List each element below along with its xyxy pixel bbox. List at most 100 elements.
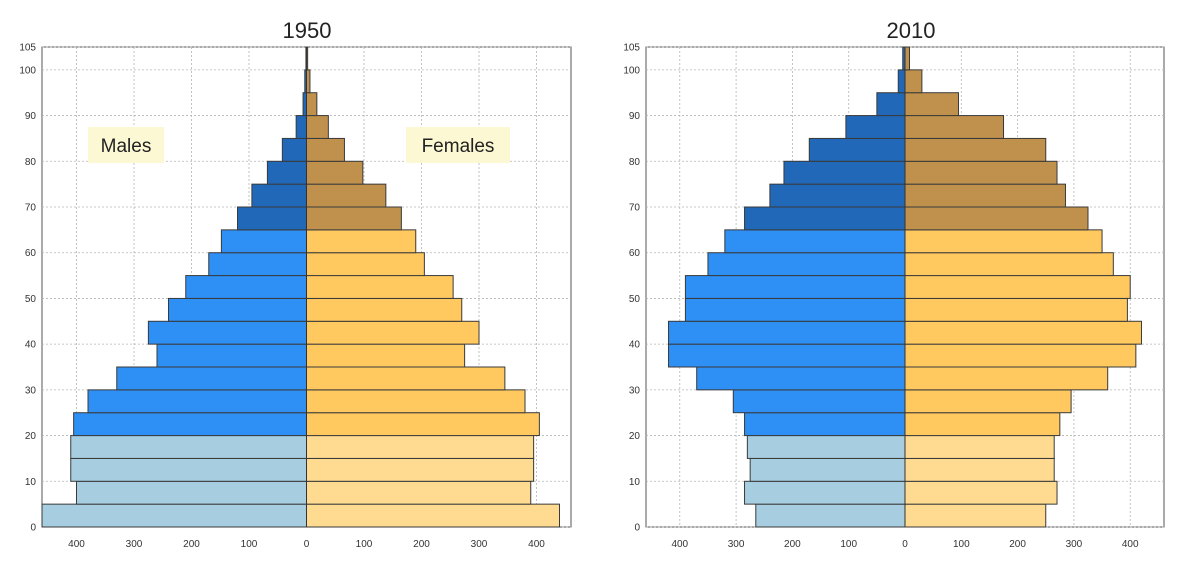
females-annotation-text: Females [422, 136, 495, 157]
pyramid-1950-male-bar [73, 412, 307, 437]
pyramid-2010-x-tick-label: 300 [728, 539, 745, 550]
females-annotation-box [406, 127, 510, 163]
pyramid-1950-y-tick-label: 40 [25, 340, 37, 351]
pyramid-2010-y-tick-label: 60 [629, 248, 641, 259]
pyramid-2010-male-bar [897, 69, 906, 94]
pyramid-2010-female-bar [904, 115, 1005, 139]
pyramid-1950-female-bar [306, 229, 417, 254]
pyramid-1950-male-bar [168, 297, 307, 322]
pyramid-2010-y-tick-label: 20 [629, 431, 641, 442]
pyramid-1950-female-bar [306, 275, 454, 299]
pyramid-1950-male-bar [251, 183, 307, 208]
pyramid-1950-male-bar [70, 435, 307, 459]
pyramid-1950-x-tick-label: 200 [413, 539, 430, 550]
pyramid-1950-female-bar [306, 183, 387, 208]
pyramid-2010-male-bar [696, 366, 906, 391]
pyramid-2010-x-tick-label: 100 [953, 539, 970, 550]
pyramid-2010-female-bar [904, 183, 1066, 208]
pyramid-2010-female-bar [904, 92, 959, 117]
pyramid-2010-female-bar [904, 480, 1058, 505]
pyramid-1950-female-bar [306, 115, 329, 139]
pyramid-1950-female-bar [306, 320, 480, 345]
pyramid-1950-y-tick-labels: 0 10 20 30 40 50 60 70 80 90 100 105 [19, 43, 36, 534]
pyramid-1950-male-bar [156, 343, 307, 368]
pyramid-2010-female-bar [904, 252, 1114, 277]
pyramid-1950-y-tick-label: 0 [30, 523, 36, 534]
pyramid-1950-female-bar [306, 412, 540, 437]
pyramid-1950-x-tick-label: 0 [304, 539, 310, 550]
pyramid-2010-male-bar [744, 480, 906, 505]
pyramid-2010-male-bar [668, 320, 906, 345]
pyramid-1950-female-bar [306, 480, 532, 505]
pyramid-2010-x-tick-label: 0 [902, 539, 908, 550]
males-annotation: Males [88, 127, 164, 163]
pyramid-2010-x-tick-label: 200 [784, 539, 801, 550]
pyramid-1950-y-tick-label: 70 [25, 203, 37, 214]
pyramid-2010-male-bar [732, 389, 906, 414]
pyramid-1950-male-bar [185, 275, 307, 299]
pyramid-2010-male-bar [744, 412, 906, 437]
pyramid-1950-female-bar [306, 252, 425, 277]
pyramid-1950-female-bar [306, 389, 526, 414]
pyramid-1950-bars [41, 46, 560, 528]
pyramid-1950-x-tick-label: 300 [126, 539, 143, 550]
pyramid-1950-female-bar [306, 297, 463, 322]
pyramid-2010-female-bar [904, 229, 1103, 254]
pyramid-2010-male-bar [845, 115, 906, 139]
pyramid-2010-male-bar [749, 457, 906, 482]
pyramid-2010-x-tick-label: 100 [840, 539, 857, 550]
pyramid-2010-y-tick-label: 50 [629, 294, 641, 305]
pyramid-2010-male-bar [876, 92, 906, 117]
pyramid-2010-male-bar [746, 435, 906, 459]
pyramid-1950-x-tick-label: 100 [356, 539, 373, 550]
pyramid-1950-female-bar [306, 457, 535, 482]
pyramid-2010-y-tick-label: 0 [634, 523, 640, 534]
pyramid-2010-female-bar [904, 457, 1055, 482]
pyramid-1950-male-bar [208, 252, 307, 277]
pyramid-1950-female-bar [306, 503, 560, 528]
pyramid-2010-male-bar [769, 183, 906, 208]
pyramid-2010-y-tick-label: 100 [623, 65, 640, 76]
pyramid-2010-male-bar [724, 229, 906, 254]
pyramid-2010-female-bar [904, 69, 923, 94]
pyramid-2010-title: 2010 [887, 18, 936, 43]
pyramid-1950-female-bar [306, 435, 535, 459]
pyramid-2010-x-tick-label: 200 [1009, 539, 1026, 550]
pyramid-1950-female-bar [306, 92, 318, 117]
pyramid-2010-female-bar [904, 503, 1047, 528]
pyramid-2010-female-bar [904, 435, 1055, 459]
pyramid-1950-y-tick-label: 30 [25, 385, 37, 396]
pyramid-1950-y-tick-label: 100 [19, 65, 36, 76]
pyramid-1950-male-bar [220, 229, 307, 254]
pyramid-1950: 1950 400 300 200 100 0 100 200 300 400 0 10 20 30 40 50… [19, 18, 572, 550]
pyramid-2010-y-tick-labels: 0 10 20 30 40 50 60 70 80 90 100 105 [623, 43, 640, 534]
pyramid-1950-title: 1950 [283, 18, 332, 43]
pyramid-1950-y-tick-label: 60 [25, 248, 37, 259]
pyramid-1950-female-bar [306, 366, 506, 391]
pyramid-1950-y-tick-label: 105 [19, 43, 36, 54]
females-annotation: Females [406, 127, 510, 163]
pyramid-1950-male-bar [147, 320, 307, 345]
pyramid-2010-female-bar [904, 297, 1128, 322]
pyramid-2010-female-bar [904, 137, 1047, 162]
pyramid-1950-male-bar [302, 92, 307, 117]
pyramid-1950-female-bar [306, 160, 364, 185]
pyramid-1950-y-tick-label: 20 [25, 431, 37, 442]
pyramid-1950-x-tick-label: 200 [183, 539, 200, 550]
pyramid-2010-y-tick-label: 30 [629, 385, 641, 396]
pyramid-2010-male-bar [684, 275, 906, 299]
pyramid-2010-male-bar [707, 252, 906, 277]
pyramid-2010-female-bar [904, 275, 1131, 299]
pyramid-2010-female-bar [904, 320, 1142, 345]
pyramid-1950-y-tick-label: 10 [25, 477, 37, 488]
pyramid-2010-y-tick-label: 80 [629, 157, 641, 168]
pyramid-2010-y-tick-label: 105 [623, 43, 640, 54]
pyramid-1950-female-bar [306, 137, 345, 162]
pyramid-1950-female-bar [306, 206, 402, 231]
pyramid-1950-x-tick-labels: 400 300 200 100 0 100 200 300 400 [68, 539, 545, 550]
pyramid-1950-x-tick-label: 400 [528, 539, 545, 550]
pyramid-2010-y-tick-label: 10 [629, 477, 641, 488]
pyramid-2010-female-bar [904, 389, 1072, 414]
pyramid-2010-female-bar [904, 160, 1058, 185]
